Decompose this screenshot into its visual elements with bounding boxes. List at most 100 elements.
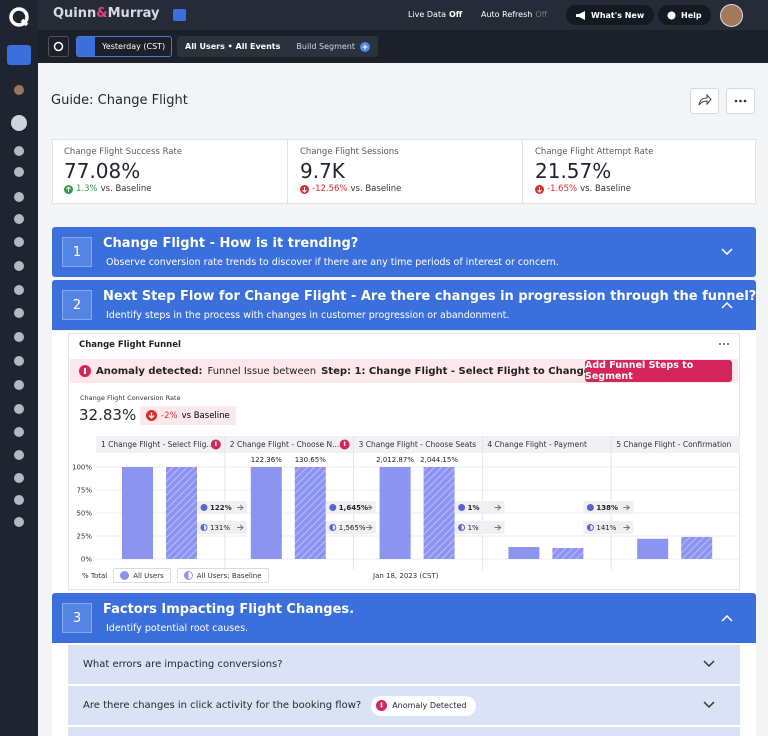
nav-icon xyxy=(11,115,27,131)
bar-value-label: 122.36% xyxy=(251,456,282,464)
chip-arrow xyxy=(494,524,502,531)
bar xyxy=(379,467,411,559)
whats-new-button[interactable]: What's New xyxy=(566,5,655,25)
label: What's New xyxy=(591,10,645,20)
label: Live Data xyxy=(408,10,446,19)
conversion-chip xyxy=(325,501,376,514)
nav-icon xyxy=(14,450,24,460)
factor-row[interactable] xyxy=(68,727,740,736)
refresh-button[interactable] xyxy=(48,36,69,57)
bar xyxy=(250,467,282,559)
segment[interactable]: All Users • All Events xyxy=(185,42,281,51)
legend-item[interactable]: All Users xyxy=(113,568,171,583)
legend-items: All Users All Users; Baseline xyxy=(113,568,269,583)
delta-value: -12.56% xyxy=(312,184,348,194)
active-nav[interactable] xyxy=(7,45,31,65)
live-data[interactable]: Live Data Off xyxy=(408,10,462,19)
kpi-value: 21.57% xyxy=(535,159,612,183)
section-subtitle: Identify potential root causes. xyxy=(106,623,249,634)
nav-icon xyxy=(14,237,24,247)
nav-icon xyxy=(14,214,24,224)
chevron-path xyxy=(721,248,733,256)
conversion-chip xyxy=(197,501,247,514)
anomaly-text: Funnel Issue between xyxy=(207,365,317,377)
y-tick-label: 75% xyxy=(76,487,92,495)
brand-part: Murray xyxy=(107,6,160,21)
y-tick-label: 25% xyxy=(76,533,92,541)
conversion-label: 138% xyxy=(596,504,618,512)
delta-icon xyxy=(535,184,544,194)
build-segment[interactable]: Build Segment xyxy=(296,41,371,52)
date-picker[interactable]: Yesterday (CST) xyxy=(76,36,173,57)
brand-badge[interactable] xyxy=(173,9,186,21)
add-segment-button[interactable]: Add Funnel Steps to Segment xyxy=(585,360,732,382)
delta: -2% xyxy=(161,410,178,421)
section-subtitle: Identify steps in the process with chang… xyxy=(106,310,510,321)
label: Build Segment xyxy=(296,42,356,51)
chip-icon-half xyxy=(458,524,462,531)
section-header[interactable]: 3 Factors Impacting Flight Changes. Identi… xyxy=(52,593,756,643)
card-menu[interactable] xyxy=(718,340,732,348)
segment-bar: All Users • All Events Build Segment xyxy=(177,36,379,57)
chip-icon xyxy=(329,504,337,511)
conversion-chip xyxy=(583,501,634,514)
brand: Quinn & Murray xyxy=(53,6,160,21)
chip-arrow xyxy=(623,504,631,511)
bars xyxy=(122,467,713,559)
avatar[interactable] xyxy=(720,4,743,27)
nav-icon xyxy=(14,146,24,156)
label: Auto Refresh xyxy=(481,10,533,19)
alert-icon xyxy=(79,365,91,377)
section-title: Factors Impacting Flight Changes. xyxy=(103,602,355,617)
delta-suffix: vs. Baseline xyxy=(580,184,631,194)
help-button[interactable]: Help xyxy=(658,5,711,25)
delta-icon xyxy=(64,184,73,194)
calendar-icon xyxy=(77,37,95,56)
section-header[interactable]: 2 Next Step Flow for Change Flight - Are … xyxy=(52,280,756,330)
kpi-card: Change Flight Attempt Rate 21.57% -1.65% vs… xyxy=(522,139,756,204)
bar xyxy=(294,467,326,559)
kpi-label: Change Flight Success Rate xyxy=(64,147,183,157)
delta-suffix: vs. Baseline xyxy=(350,184,402,194)
section-subtitle: Observe conversion rate trends to discov… xyxy=(106,257,559,268)
legend: % Total All Users All Users; Baseline xyxy=(82,568,269,583)
legend-label: All Users xyxy=(133,571,164,580)
legend-swatch xyxy=(183,571,193,580)
nav-icon xyxy=(14,285,24,295)
section-number: 2 xyxy=(62,290,92,320)
chevron xyxy=(721,248,733,256)
y-tick-label: 0% xyxy=(81,556,92,564)
icon-arrow xyxy=(66,185,71,192)
kpi-card: Change Flight Success Rate 77.08% 1.3% vs. … xyxy=(52,139,286,204)
share-button[interactable] xyxy=(690,88,719,114)
conversion-label: 122% xyxy=(210,504,232,512)
bar xyxy=(552,547,584,559)
bar-value-label: 2,044.15% xyxy=(420,456,458,464)
delta-value: -1.65% xyxy=(547,184,578,194)
card-title: Change Flight Funnel xyxy=(79,340,181,350)
chip-arrow xyxy=(365,504,373,511)
chevron-path xyxy=(721,301,733,309)
section-title: Next Step Flow for Change Flight - Are t… xyxy=(103,289,757,304)
legend-label: All Users; Baseline xyxy=(196,571,262,580)
bar-value-label: 2,012.87% xyxy=(376,456,414,464)
section-number: 3 xyxy=(62,603,92,633)
logo-icon xyxy=(9,7,29,27)
conversion-chip xyxy=(325,521,376,534)
kpi-delta: 1.3% vs. Baseline xyxy=(64,184,274,194)
nav-icon xyxy=(14,332,24,342)
bar xyxy=(681,536,713,559)
auto-refresh[interactable]: Auto Refresh Off xyxy=(481,10,547,19)
section-header[interactable]: 1 Change Flight - How is it trending? Obse… xyxy=(52,227,756,277)
step-label: 3 Change Flight - Choose Seats xyxy=(359,440,477,449)
factor-row[interactable]: Are there changes in click activity for … xyxy=(68,686,740,725)
kpi-card: Change Flight Sessions 9.7K -12.56% vs. Bas… xyxy=(287,139,521,204)
legend-item[interactable]: All Users; Baseline xyxy=(176,568,269,583)
more-button[interactable] xyxy=(726,88,755,114)
more-icon xyxy=(734,99,747,103)
kpi-label: Change Flight Attempt Rate xyxy=(535,147,654,157)
step-alert-mark xyxy=(215,441,217,446)
delta-icon xyxy=(300,184,309,194)
factor-row[interactable]: What errors are impacting conversions? xyxy=(68,645,740,684)
nav-icon xyxy=(14,380,24,390)
